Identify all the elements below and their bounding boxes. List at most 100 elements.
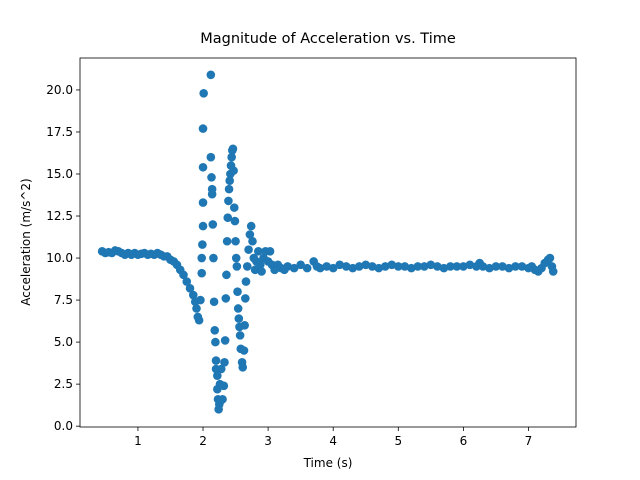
x-tick-label: 6 — [460, 434, 468, 448]
point — [548, 267, 558, 276]
point — [504, 263, 514, 273]
point — [328, 263, 338, 273]
point — [228, 144, 238, 154]
point — [231, 253, 241, 263]
point — [296, 260, 305, 270]
x-tick-label: 5 — [394, 434, 402, 448]
point — [224, 196, 233, 206]
point — [192, 304, 201, 313]
point — [218, 394, 227, 404]
point — [498, 262, 507, 271]
point — [233, 304, 243, 313]
x-axis-label: Time (s) — [303, 456, 353, 470]
point — [241, 277, 251, 286]
point — [198, 221, 208, 231]
point — [230, 216, 240, 226]
point — [194, 315, 204, 325]
point — [225, 176, 235, 186]
point — [426, 260, 436, 270]
point — [246, 221, 256, 231]
x-tick-label: 3 — [264, 434, 272, 448]
point — [182, 277, 192, 286]
point — [221, 294, 231, 303]
point — [400, 262, 410, 271]
point — [198, 162, 208, 172]
point — [235, 331, 245, 340]
y-tick-label: 12.5 — [46, 209, 73, 223]
point — [185, 284, 195, 293]
point — [209, 297, 219, 307]
point — [439, 263, 449, 273]
point — [256, 260, 265, 270]
point — [220, 357, 229, 367]
point — [233, 287, 242, 296]
point — [198, 240, 207, 249]
point — [206, 152, 216, 162]
point — [198, 124, 208, 133]
point — [341, 262, 351, 271]
point — [229, 203, 239, 212]
point — [188, 290, 198, 300]
point — [459, 262, 468, 271]
point — [420, 262, 429, 271]
point — [248, 236, 257, 246]
point — [485, 263, 494, 273]
y-tick-label: 20.0 — [46, 83, 73, 97]
point — [289, 263, 299, 273]
point — [207, 189, 217, 199]
point — [433, 262, 442, 271]
point — [254, 247, 263, 256]
point — [211, 337, 220, 347]
point — [335, 260, 345, 270]
point — [242, 262, 252, 271]
point — [545, 253, 555, 263]
point — [257, 267, 266, 276]
y-tick-label: 15.0 — [46, 167, 73, 181]
point — [219, 381, 229, 391]
point — [491, 262, 501, 271]
point — [452, 262, 462, 271]
point — [209, 253, 218, 263]
x-tick-label: 2 — [199, 434, 207, 448]
point — [374, 263, 384, 273]
plot-frame — [79, 57, 577, 428]
point — [348, 263, 358, 273]
point — [302, 263, 312, 273]
point — [229, 166, 238, 175]
point — [239, 346, 249, 355]
point — [315, 263, 325, 273]
point — [407, 263, 416, 273]
point — [231, 236, 240, 246]
point — [222, 270, 231, 280]
point — [197, 268, 207, 278]
point — [240, 320, 249, 330]
point — [241, 294, 250, 303]
x-tick-label: 4 — [329, 434, 337, 448]
point — [517, 262, 527, 271]
point — [511, 262, 520, 271]
point — [222, 236, 232, 246]
y-tick-label: 0.0 — [54, 419, 73, 433]
point — [361, 260, 371, 270]
point — [208, 220, 218, 229]
x-tick-label: 1 — [134, 434, 142, 448]
y-tick-label: 10.0 — [46, 251, 73, 265]
y-tick-label: 2.5 — [54, 377, 73, 391]
point — [206, 70, 216, 80]
point — [465, 260, 475, 270]
x-tick-label: 7 — [525, 434, 533, 448]
point — [197, 253, 207, 263]
point — [283, 262, 292, 271]
point — [387, 260, 397, 270]
y-tick-label: 7.5 — [54, 293, 73, 307]
point — [232, 262, 242, 271]
y-tick-label: 17.5 — [46, 125, 73, 139]
point — [446, 262, 455, 271]
point — [234, 314, 244, 323]
point — [198, 198, 208, 207]
point — [245, 230, 255, 239]
y-axis-label: Acceleration (m/s^2) — [19, 178, 33, 305]
point — [179, 270, 188, 280]
